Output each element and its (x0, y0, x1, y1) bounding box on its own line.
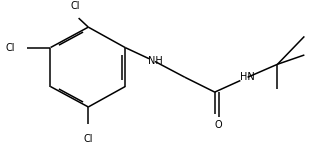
Text: NH: NH (148, 56, 162, 66)
Text: Cl: Cl (71, 1, 80, 11)
Text: O: O (214, 120, 222, 130)
Text: HN: HN (240, 72, 255, 82)
Text: Cl: Cl (6, 43, 16, 53)
Text: Cl: Cl (84, 134, 93, 144)
